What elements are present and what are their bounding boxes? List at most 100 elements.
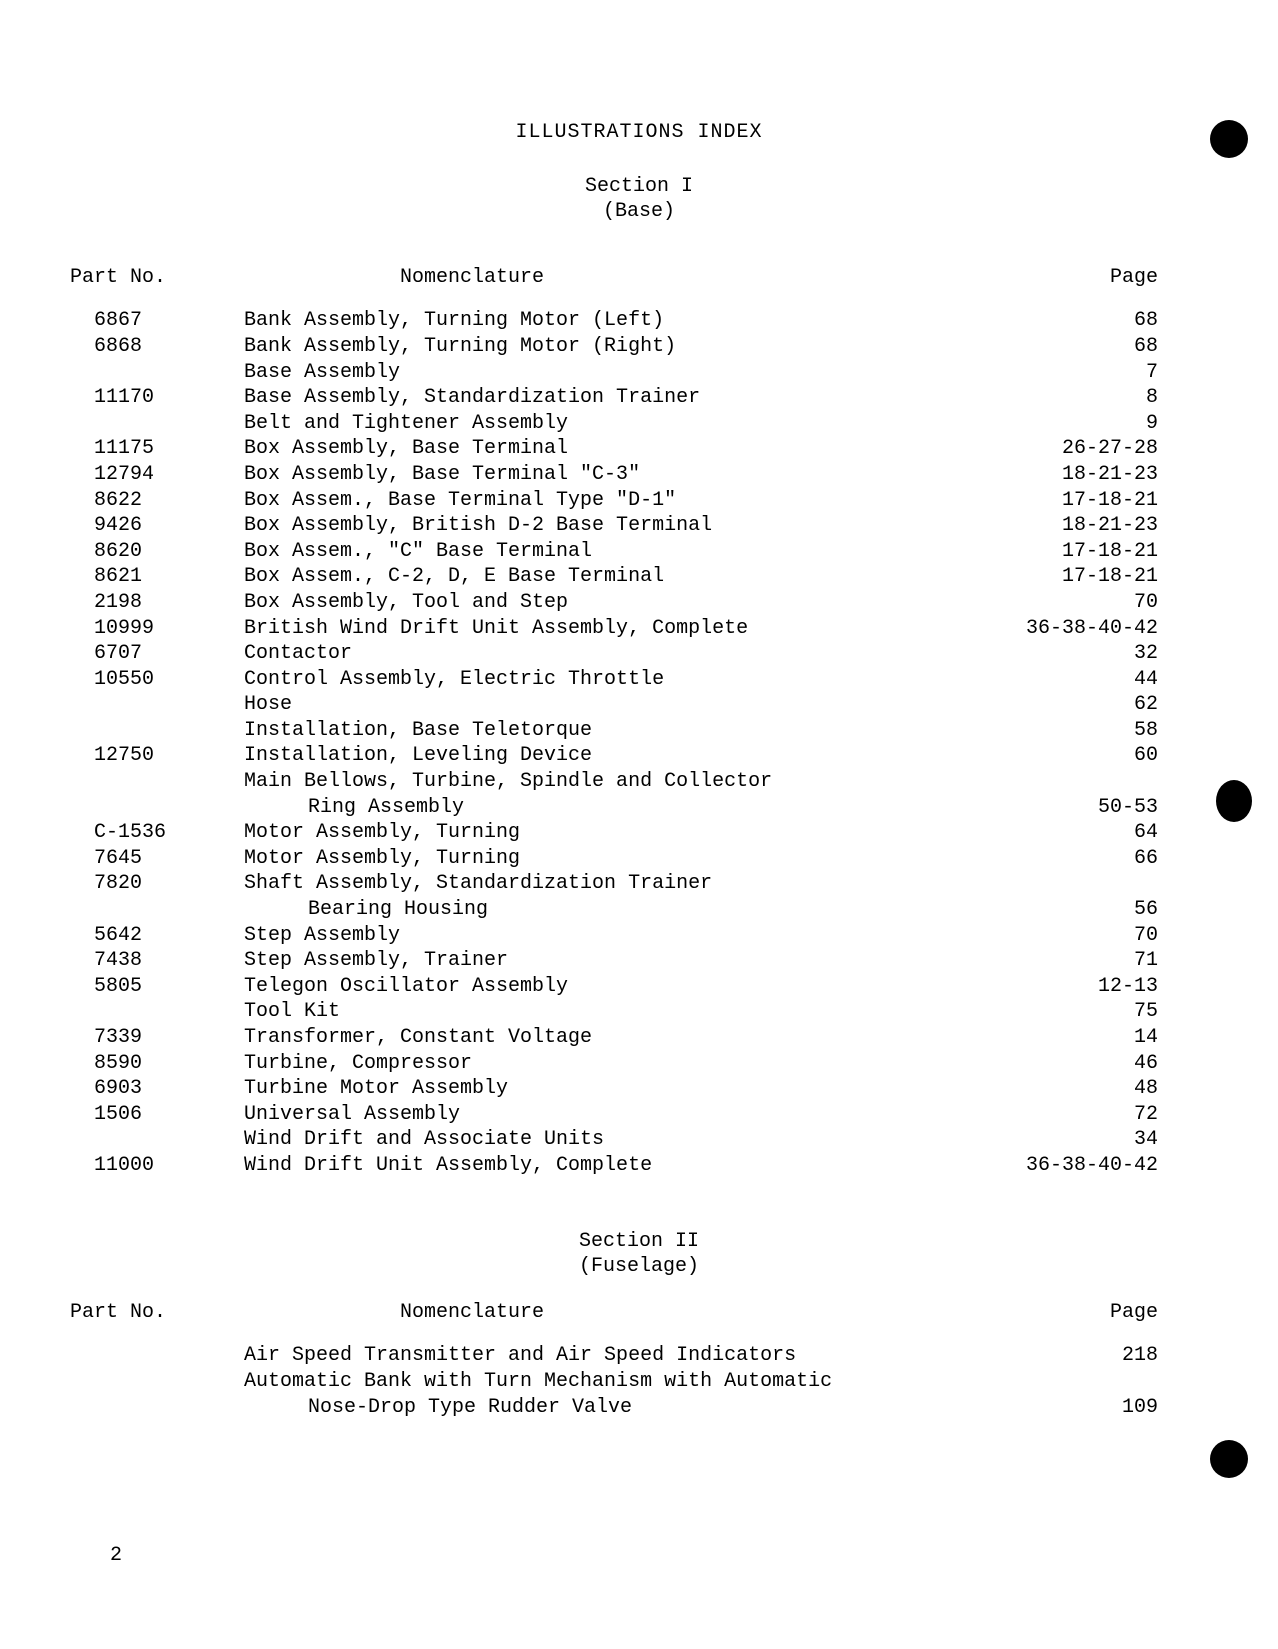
cell-page: 32 <box>1134 641 1158 667</box>
table-row: 9426Box Assembly, British D-2 Base Termi… <box>70 513 1158 539</box>
cell-part-no: 8622 <box>70 488 244 514</box>
table-row: Hose62 <box>70 692 1158 718</box>
cell-part-no: 6867 <box>70 308 244 334</box>
cell-part-no: 7645 <box>70 846 244 872</box>
cell-page: 46 <box>1134 1051 1158 1077</box>
section2-heading-line2: (Fuselage) <box>60 1254 1218 1280</box>
cell-page: 56 <box>1134 897 1158 923</box>
table-row: Air Speed Transmitter and Air Speed Indi… <box>70 1343 1158 1369</box>
table-row: 2198Box Assembly, Tool and Step70 <box>70 590 1158 616</box>
cell-page: 109 <box>1122 1395 1158 1421</box>
section2-heading: Section II (Fuselage) <box>60 1229 1218 1280</box>
cell-page: 48 <box>1134 1076 1158 1102</box>
cell-part-no: 11170 <box>70 385 244 411</box>
section2-table: Part No. Nomenclature Page Air Speed Tra… <box>70 1300 1158 1420</box>
col-header-part: Part No. <box>70 1300 210 1326</box>
title-block: ILLUSTRATIONS INDEX Section I (Base) <box>60 120 1218 225</box>
cell-part-no: 2198 <box>70 590 244 616</box>
cell-nomenclature: Base Assembly <box>244 360 864 386</box>
cell-page: 18-21-23 <box>1062 462 1158 488</box>
table-row: 12750Installation, Leveling Device60 <box>70 743 1158 769</box>
cell-page: 26-27-28 <box>1062 436 1158 462</box>
cell-nomenclature: Transformer, Constant Voltage <box>244 1025 864 1051</box>
cell-page: 36-38-40-42 <box>1026 616 1158 642</box>
cell-page: 60 <box>1134 743 1158 769</box>
cell-page: 17-18-21 <box>1062 564 1158 590</box>
col-header-page: Page <box>1110 265 1158 291</box>
cell-part-no: 12750 <box>70 743 244 769</box>
cell-nomenclature: Air Speed Transmitter and Air Speed Indi… <box>244 1343 864 1369</box>
cell-page: 218 <box>1122 1343 1158 1369</box>
cell-nomenclature: Installation, Base Teletorque <box>244 718 864 744</box>
cell-part-no: 12794 <box>70 462 244 488</box>
table-row: 11000Wind Drift Unit Assembly, Complete3… <box>70 1153 1158 1179</box>
cell-page: 68 <box>1134 334 1158 360</box>
cell-nomenclature: Step Assembly, Trainer <box>244 948 864 974</box>
cell-nomenclature: Bearing Housing <box>244 897 928 923</box>
cell-page: 50-53 <box>1098 795 1158 821</box>
cell-nomenclature: Box Assembly, British D-2 Base Terminal <box>244 513 864 539</box>
punch-hole-icon <box>1210 120 1248 158</box>
cell-nomenclature: Box Assembly, Base Terminal "C-3" <box>244 462 864 488</box>
section2-rows: Air Speed Transmitter and Air Speed Indi… <box>70 1343 1158 1420</box>
table-row: 8621Box Assem., C-2, D, E Base Terminal1… <box>70 564 1158 590</box>
cell-part-no: 10999 <box>70 616 244 642</box>
table-row: Wind Drift and Associate Units34 <box>70 1127 1158 1153</box>
cell-part-no: 6868 <box>70 334 244 360</box>
cell-part-no: 6903 <box>70 1076 244 1102</box>
cell-part-no: 7820 <box>70 871 244 897</box>
cell-nomenclature: Automatic Bank with Turn Mechanism with … <box>244 1369 864 1395</box>
col-header-page: Page <box>1110 1300 1158 1326</box>
table-row: 7438Step Assembly, Trainer 71 <box>70 948 1158 974</box>
cell-part-no: 5642 <box>70 923 244 949</box>
cell-nomenclature: Bank Assembly, Turning Motor (Left) <box>244 308 864 334</box>
cell-nomenclature: Box Assem., "C" Base Terminal <box>244 539 864 565</box>
cell-part-no: 9426 <box>70 513 244 539</box>
main-title: ILLUSTRATIONS INDEX <box>60 120 1218 146</box>
cell-nomenclature: Wind Drift and Associate Units <box>244 1127 864 1153</box>
section-heading: Section I (Base) <box>60 174 1218 225</box>
cell-part-no: 11175 <box>70 436 244 462</box>
table-row: 11170Base Assembly, Standardization Trai… <box>70 385 1158 411</box>
table-row: 5805Telegon Oscillator Assembly12-13 <box>70 974 1158 1000</box>
cell-part-no: 7438 <box>70 948 244 974</box>
table-header-row: Part No. Nomenclature Page <box>70 1300 1158 1326</box>
cell-nomenclature: Motor Assembly, Turning <box>244 820 864 846</box>
section2-heading-line1: Section II <box>60 1229 1218 1255</box>
table-row: 10999British Wind Drift Unit Assembly, C… <box>70 616 1158 642</box>
cell-page: 70 <box>1134 923 1158 949</box>
cell-page: 17-18-21 <box>1062 539 1158 565</box>
cell-page: 64 <box>1134 820 1158 846</box>
cell-nomenclature: Box Assembly, Base Terminal <box>244 436 864 462</box>
table-row: 7645Motor Assembly, Turning66 <box>70 846 1158 872</box>
col-header-nom: Nomenclature <box>222 265 722 291</box>
cell-nomenclature: Step Assembly <box>244 923 864 949</box>
table-row: Ring Assembly50-53 <box>70 795 1158 821</box>
page-number: 2 <box>110 1543 122 1569</box>
cell-nomenclature: Bank Assembly, Turning Motor (Right) <box>244 334 864 360</box>
cell-page: 18-21-23 <box>1062 513 1158 539</box>
cell-nomenclature: Box Assembly, Tool and Step <box>244 590 864 616</box>
cell-part-no: 5805 <box>70 974 244 1000</box>
col-header-nom: Nomenclature <box>222 1300 722 1326</box>
cell-nomenclature: Belt and Tightener Assembly <box>244 411 864 437</box>
cell-nomenclature: Box Assem., C-2, D, E Base Terminal <box>244 564 864 590</box>
table-row: 8590Turbine, Compressor46 <box>70 1051 1158 1077</box>
table-row: 6707Contactor32 <box>70 641 1158 667</box>
table-row: Automatic Bank with Turn Mechanism with … <box>70 1369 1158 1395</box>
table-row: Bearing Housing 56 <box>70 897 1158 923</box>
cell-page: 36-38-40-42 <box>1026 1153 1158 1179</box>
cell-nomenclature: Nose-Drop Type Rudder Valve <box>244 1395 928 1421</box>
cell-page: 68 <box>1134 308 1158 334</box>
table-row: 6867Bank Assembly, Turning Motor (Left) 6… <box>70 308 1158 334</box>
cell-page: 71 <box>1134 948 1158 974</box>
cell-part-no: 8590 <box>70 1051 244 1077</box>
cell-page: 72 <box>1134 1102 1158 1128</box>
cell-nomenclature: Wind Drift Unit Assembly, Complete <box>244 1153 864 1179</box>
table-row: 12794Box Assembly, Base Terminal "C-3" 18… <box>70 462 1158 488</box>
table-row: 7339Transformer, Constant Voltage14 <box>70 1025 1158 1051</box>
cell-nomenclature: Hose <box>244 692 864 718</box>
cell-nomenclature: Universal Assembly <box>244 1102 864 1128</box>
table-row: 5642Step Assembly 70 <box>70 923 1158 949</box>
cell-page: 7 <box>1146 360 1158 386</box>
